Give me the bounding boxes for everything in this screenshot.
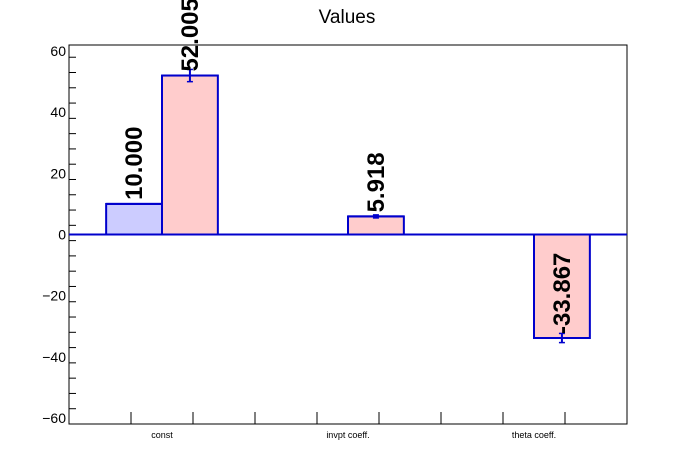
plot-area: −60 −40 −20 0 20 40 60 10.000 52.005 5.918 -33.867… xyxy=(42,0,628,440)
data-label: -33.867 xyxy=(549,253,576,334)
y-tick-label: 0 xyxy=(58,227,66,243)
bar xyxy=(347,215,405,236)
y-tick-label: −40 xyxy=(42,349,66,365)
y-tick-label: −60 xyxy=(42,410,66,426)
data-label: 5.918 xyxy=(363,152,390,212)
y-tick-label: 40 xyxy=(50,104,66,120)
bar xyxy=(105,202,163,236)
chart-title: Values xyxy=(319,7,376,28)
x-category-label: theta coeff. xyxy=(512,430,556,440)
y-tick-label: 20 xyxy=(50,165,66,181)
x-category-label: invpt coeff. xyxy=(326,430,369,440)
data-label: 10.000 xyxy=(121,127,148,200)
y-tick-label: −20 xyxy=(42,288,66,304)
x-category-label: const xyxy=(151,430,173,440)
data-label: 52.005 xyxy=(177,0,204,72)
y-tick-label: 60 xyxy=(50,43,66,59)
bar xyxy=(161,74,219,236)
